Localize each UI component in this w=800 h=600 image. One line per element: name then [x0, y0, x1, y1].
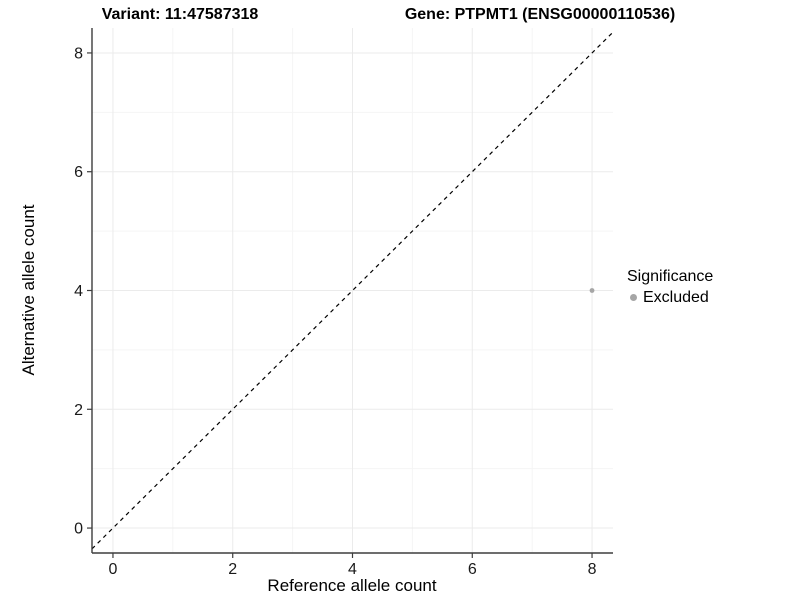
legend: Significance Excluded [627, 266, 713, 308]
legend-item-excluded: Excluded [627, 287, 713, 308]
plot-title-gene: Gene: PTPMT1 (ENSG00000110536) [404, 6, 676, 23]
legend-item-label: Excluded [643, 289, 709, 306]
y-tick-label: 4 [74, 283, 83, 300]
x-axis-label: Reference allele count [267, 576, 437, 595]
y-tick-label: 8 [74, 45, 83, 62]
identity-line [91, 31, 614, 550]
x-tick-label: 4 [348, 561, 357, 578]
x-tick-label: 8 [588, 561, 597, 578]
legend-point-icon [630, 294, 637, 301]
plot-title-variant: Variant: 11:47587318 [101, 6, 259, 23]
y-axis-label: Alternative allele count [19, 204, 38, 376]
y-tick-label: 6 [74, 164, 83, 181]
x-tick-label: 6 [468, 561, 477, 578]
data-point [589, 288, 595, 293]
x-tick-label: 0 [109, 561, 118, 578]
y-tick-label: 0 [74, 521, 83, 538]
y-tick-label: 2 [74, 402, 83, 419]
x-tick-label: 2 [228, 561, 237, 578]
legend-title: Significance [627, 268, 714, 285]
